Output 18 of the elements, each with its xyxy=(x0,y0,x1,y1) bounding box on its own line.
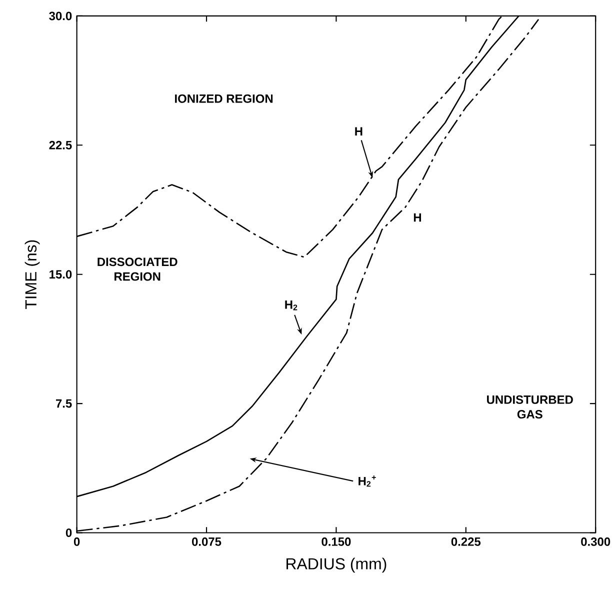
y-tick-label: 7.5 xyxy=(56,400,72,408)
x-axis-title: RADIUS (mm) xyxy=(286,558,386,573)
y-axis-title: TIME (ns) xyxy=(24,240,40,310)
x-tick-label: 0.300 xyxy=(581,538,610,546)
y-tick-label: 0 xyxy=(66,528,72,538)
series-label: H xyxy=(414,214,422,222)
y-tick-label: 15.0 xyxy=(50,270,72,279)
annotation: IONIZED REGION xyxy=(175,94,273,104)
y-tick-label: 30.0 xyxy=(49,12,72,20)
annotation: UNDISTURBED GAS xyxy=(487,396,573,419)
x-tick-label: 0.075 xyxy=(192,538,222,546)
series-label: H$_{2}$ xyxy=(285,300,298,310)
text: H xyxy=(355,127,362,136)
x-tick-label: 0.225 xyxy=(451,538,481,546)
x-tick-label: 0.150 xyxy=(322,538,351,546)
annotation: DISSOCIATED REGION xyxy=(98,258,178,281)
x-tick-label: 0 xyxy=(74,538,80,546)
y-tick-label: 22.5 xyxy=(49,141,72,150)
